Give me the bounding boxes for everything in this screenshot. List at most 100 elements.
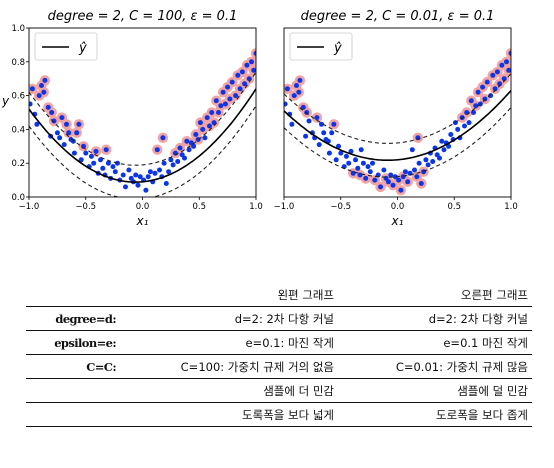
data-point <box>209 110 215 115</box>
data-point <box>388 172 394 178</box>
x-tick-label: 0.0 <box>391 202 405 212</box>
data-point <box>233 93 239 99</box>
data-point <box>239 69 245 75</box>
data-point <box>446 143 452 149</box>
data-point <box>306 118 312 124</box>
data-point <box>336 143 341 149</box>
data-point <box>100 165 106 171</box>
x-tick-label: 0.0 <box>136 202 150 212</box>
data-point <box>353 157 358 163</box>
data-point <box>29 101 33 107</box>
table-cell: 도록폭을 보다 넓게 <box>242 407 334 422</box>
data-point <box>365 164 371 170</box>
data-point <box>289 121 295 127</box>
data-point <box>145 174 151 180</box>
y-tick-label: 0.4 <box>11 125 25 135</box>
data-point <box>412 167 417 173</box>
table-cell: d=2: 2차 다항 커널 <box>428 311 528 326</box>
data-point <box>358 147 364 153</box>
data-point <box>34 121 40 127</box>
table-row: epsilon=e: e=0.1: 마진 작게 e=0.1 마진 작게 <box>26 331 532 355</box>
data-point <box>455 126 461 132</box>
data-point <box>220 89 226 95</box>
data-point <box>494 69 500 75</box>
data-point <box>229 79 235 85</box>
data-point <box>64 121 69 127</box>
data-point <box>466 120 472 126</box>
data-point <box>61 142 67 148</box>
data-point <box>329 130 335 136</box>
data-point <box>133 172 139 178</box>
data-point <box>372 177 378 183</box>
data-point <box>319 121 324 127</box>
data-point <box>88 153 94 159</box>
table-row: 샘플에 더 민감 샘플에 덜 민감 <box>26 379 532 403</box>
data-point <box>400 174 406 180</box>
x-tick-label: 0.5 <box>192 202 206 212</box>
table-row-label: degree=d: <box>55 311 116 326</box>
data-point <box>163 181 169 186</box>
data-point <box>484 79 490 85</box>
table-cell: d=2: 2차 다항 커널 <box>234 311 334 326</box>
legend-label: ŷ <box>333 41 342 56</box>
data-point <box>91 160 97 166</box>
table-header-cell <box>26 283 120 307</box>
y-tick-label: 0.2 <box>11 159 25 169</box>
table-cell: 도로폭을 보다 좁게 <box>436 407 528 422</box>
data-point <box>418 181 424 186</box>
table-cell: 샘플에 덜 민감 <box>457 383 528 398</box>
data-point <box>36 93 42 99</box>
data-point <box>473 103 479 109</box>
x-axis-label: x₁ <box>136 214 149 228</box>
data-point <box>29 86 35 92</box>
data-point <box>326 150 332 156</box>
x-tick-label: −0.5 <box>75 202 96 212</box>
data-point <box>242 81 248 87</box>
data-point <box>175 159 181 164</box>
table-header-cell: 왼편 그래프 <box>277 287 334 302</box>
data-point <box>338 150 344 156</box>
y-tick-label: 0.6 <box>11 92 25 102</box>
data-point <box>244 62 250 68</box>
table-cell: e=0.1: 마진 작게 <box>245 335 334 350</box>
data-point <box>193 132 199 137</box>
data-point <box>177 145 183 151</box>
table-row-label <box>26 379 120 403</box>
data-point <box>251 67 256 73</box>
data-point <box>439 138 445 144</box>
data-point <box>78 157 84 163</box>
data-point <box>76 121 82 127</box>
data-point <box>137 174 143 180</box>
data-point <box>45 104 51 110</box>
data-point <box>51 118 57 124</box>
data-point <box>504 59 509 65</box>
data-point <box>93 148 99 154</box>
data-point <box>204 115 210 121</box>
data-point <box>170 162 176 168</box>
data-point <box>200 126 206 132</box>
data-point <box>57 135 63 141</box>
upper-margin-line <box>284 73 511 144</box>
data-point <box>74 130 80 136</box>
data-point <box>291 93 297 99</box>
data-point <box>506 67 511 73</box>
data-point <box>161 160 167 166</box>
data-point <box>346 160 352 166</box>
data-point <box>284 101 288 107</box>
data-point <box>186 147 192 153</box>
data-point <box>160 135 166 141</box>
data-point <box>253 50 256 56</box>
data-point <box>235 72 241 78</box>
data-point <box>120 172 126 178</box>
table-row: C=C: C=100: 가중치 규제 거의 없음 C=0.01: 가중치 규제 … <box>26 355 532 379</box>
data-point <box>294 83 299 88</box>
data-point <box>425 162 431 168</box>
data-point <box>227 96 233 102</box>
data-point <box>499 62 505 68</box>
data-point <box>303 133 309 139</box>
data-point <box>355 165 361 171</box>
data-point <box>398 187 404 193</box>
table-header-cell: 오른편 그래프 <box>460 287 528 302</box>
x-tick-label: −1.0 <box>19 202 40 212</box>
data-point <box>471 110 476 115</box>
